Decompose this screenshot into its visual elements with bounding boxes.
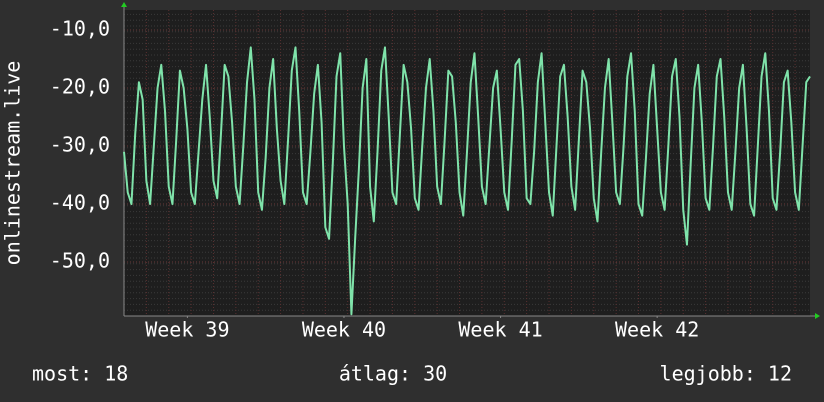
x-tick-label: Week 39	[145, 318, 229, 342]
y-tick-label: -40,0	[50, 191, 110, 215]
footer-average: átlag: 30	[339, 362, 447, 386]
axis-arrow	[121, 2, 127, 7]
footer-best: legjobb: 12	[660, 362, 792, 386]
y-tick-label: -20,0	[50, 75, 110, 99]
y-axis-label: onlinestream.live	[1, 61, 25, 266]
y-tick-label: -10,0	[50, 17, 110, 41]
x-tick-label: Week 40	[302, 318, 386, 342]
data-line	[123, 46, 811, 316]
axis-arrow	[815, 313, 820, 319]
footer-current: most: 18	[32, 362, 128, 386]
x-tick-label: Week 42	[615, 318, 699, 342]
y-tick-label: -50,0	[50, 249, 110, 273]
y-tick-label: -30,0	[50, 133, 110, 157]
x-tick-label: Week 41	[458, 318, 542, 342]
